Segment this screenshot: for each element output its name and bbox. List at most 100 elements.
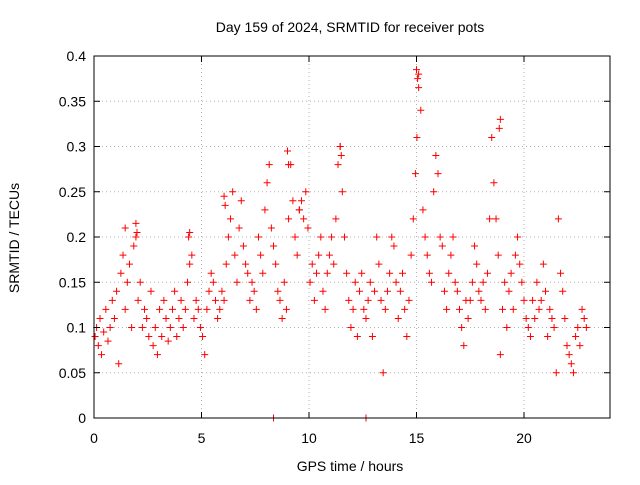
data-point xyxy=(340,233,348,241)
data-point xyxy=(353,333,361,341)
data-point xyxy=(569,369,577,377)
data-point xyxy=(190,314,198,322)
data-point xyxy=(205,287,213,295)
data-point xyxy=(282,305,290,313)
data-point xyxy=(278,314,286,322)
data-point xyxy=(479,278,487,286)
data-point xyxy=(153,351,161,359)
data-point xyxy=(196,324,204,331)
data-point xyxy=(123,278,131,286)
data-point xyxy=(209,278,217,286)
data-point xyxy=(407,251,415,259)
data-point xyxy=(511,251,519,259)
data-point xyxy=(394,314,402,322)
data-point xyxy=(227,215,235,223)
data-point xyxy=(518,278,526,286)
data-point xyxy=(235,224,243,232)
data-point xyxy=(561,314,569,322)
data-point xyxy=(557,269,565,277)
data-point xyxy=(488,133,496,141)
data-point xyxy=(134,296,142,304)
data-point xyxy=(451,278,459,286)
data-point xyxy=(147,287,155,295)
data-point xyxy=(94,342,102,350)
y-tick-label: 0.05 xyxy=(59,365,86,381)
data-point xyxy=(117,269,125,277)
data-point xyxy=(233,278,241,286)
data-point xyxy=(563,342,571,350)
data-point xyxy=(130,242,138,250)
data-point xyxy=(347,324,355,331)
data-point xyxy=(362,314,370,322)
data-point xyxy=(173,333,181,341)
data-point xyxy=(486,215,494,223)
data-point xyxy=(548,314,556,322)
data-point xyxy=(414,75,422,83)
data-point xyxy=(160,296,168,304)
data-point xyxy=(280,278,288,286)
data-point xyxy=(423,251,431,259)
data-point xyxy=(371,287,379,295)
data-point xyxy=(267,224,275,232)
data-point xyxy=(211,296,219,304)
data-point xyxy=(417,106,425,114)
x-axis-label: GPS time / hours xyxy=(297,458,404,474)
y-tick-label: 0 xyxy=(78,410,86,426)
data-point xyxy=(315,251,323,259)
data-point xyxy=(272,260,280,268)
data-point xyxy=(430,188,438,196)
data-point xyxy=(381,305,389,313)
data-point xyxy=(98,351,106,359)
data-point xyxy=(578,305,586,313)
data-point xyxy=(567,360,575,368)
y-tick-label: 0.3 xyxy=(67,139,87,155)
data-point xyxy=(460,342,468,350)
data-point xyxy=(162,314,170,322)
data-point xyxy=(308,260,316,268)
data-point xyxy=(184,278,192,286)
data-point xyxy=(483,269,491,277)
data-point xyxy=(453,287,461,295)
data-point xyxy=(445,269,453,277)
data-point xyxy=(125,260,133,268)
data-point xyxy=(138,324,146,331)
data-point xyxy=(503,324,511,331)
data-point xyxy=(293,251,301,259)
data-point xyxy=(199,333,207,341)
y-tick-label: 0.15 xyxy=(59,274,86,290)
data-point xyxy=(300,215,308,223)
data-point xyxy=(520,296,528,304)
data-point xyxy=(559,287,567,295)
data-point xyxy=(377,296,385,304)
data-point xyxy=(458,324,466,331)
data-point xyxy=(295,206,303,214)
data-point xyxy=(186,260,194,268)
data-point xyxy=(229,188,237,196)
data-point xyxy=(218,287,226,295)
data-point xyxy=(252,305,260,313)
data-point xyxy=(466,296,474,304)
data-point xyxy=(284,147,291,155)
data-point xyxy=(222,260,230,268)
y-tick-label: 0.35 xyxy=(59,93,86,109)
data-point xyxy=(580,314,588,322)
data-point xyxy=(257,251,265,259)
data-point xyxy=(179,324,187,331)
data-point xyxy=(539,260,547,268)
data-point xyxy=(214,314,222,322)
data-point xyxy=(576,342,584,350)
data-point xyxy=(356,287,364,295)
data-point xyxy=(550,324,558,331)
data-point xyxy=(413,66,420,74)
chart-title: Day 159 of 2024, SRMTID for receiver pot… xyxy=(216,19,484,35)
data-point xyxy=(319,287,327,295)
data-point xyxy=(276,296,284,304)
data-point xyxy=(507,269,515,277)
data-point xyxy=(409,215,417,223)
data-point xyxy=(364,296,372,304)
x-tick-label: 0 xyxy=(90,430,98,446)
axis-ticks: 0 0.05 0.1 0.15 0.2 0.25 0.3 0.35 0.4 0 5 10 15 20 xyxy=(59,48,610,446)
data-point xyxy=(265,161,273,169)
